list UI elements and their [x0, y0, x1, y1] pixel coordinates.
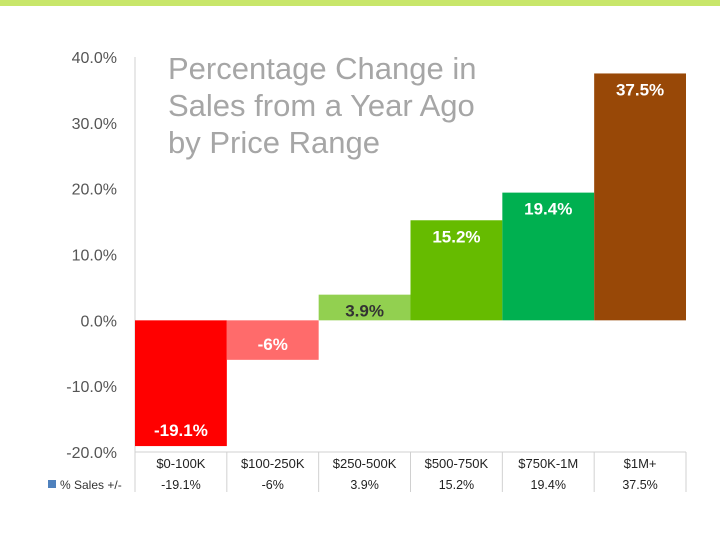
bar-data-label: -6%: [258, 335, 288, 354]
bars: [135, 73, 686, 447]
table-value: 37.5%: [622, 478, 657, 492]
category-label: $500-750K: [425, 456, 489, 471]
bar-data-label: 19.4%: [524, 200, 572, 219]
table-value: 3.9%: [350, 478, 379, 492]
category-label: $100-250K: [241, 456, 305, 471]
bar: [594, 73, 686, 321]
bar: [135, 320, 227, 447]
table-value: 19.4%: [531, 478, 566, 492]
table-value: 15.2%: [439, 478, 474, 492]
category-label: $1M+: [624, 456, 657, 471]
y-tick-label: -20.0%: [66, 445, 117, 462]
top-accent-bar: [0, 0, 720, 6]
y-tick-label: 20.0%: [72, 182, 117, 199]
y-axis: 40.0% 30.0% 20.0% 10.0% 0.0% -10.0% -20.0%: [66, 50, 136, 462]
bar-data-label: 37.5%: [616, 80, 664, 99]
bar-data-label: 15.2%: [432, 227, 480, 246]
y-tick-label: 10.0%: [72, 248, 117, 265]
bar-data-label: -19.1%: [154, 421, 208, 440]
legend-swatch: [48, 480, 56, 488]
chart-title: Percentage Change in Sales from a Year A…: [168, 51, 477, 160]
bar: [502, 192, 595, 321]
category-label: $250-500K: [333, 456, 397, 471]
data-table: $0-100K -19.1% $100-250K -6% $250-500K 3.9% $5…: [48, 451, 687, 492]
y-tick-label: 40.0%: [72, 50, 117, 67]
legend-label: % Sales +/-: [60, 478, 122, 492]
y-tick-label: 30.0%: [72, 116, 117, 133]
y-tick-label: -10.0%: [66, 379, 117, 396]
category-label: $0-100K: [156, 456, 205, 471]
table-value: -6%: [262, 478, 284, 492]
category-label: $750K-1M: [518, 456, 578, 471]
bar: [410, 220, 503, 321]
bar: [318, 294, 411, 321]
bar: [226, 320, 319, 360]
table-value: -19.1%: [161, 478, 201, 492]
bar-data-labels: -19.1% -6% 3.9% 15.2% 19.4% 37.5%: [154, 80, 664, 440]
y-tick-label: 0.0%: [81, 313, 117, 330]
bar-data-label: 3.9%: [345, 302, 384, 321]
